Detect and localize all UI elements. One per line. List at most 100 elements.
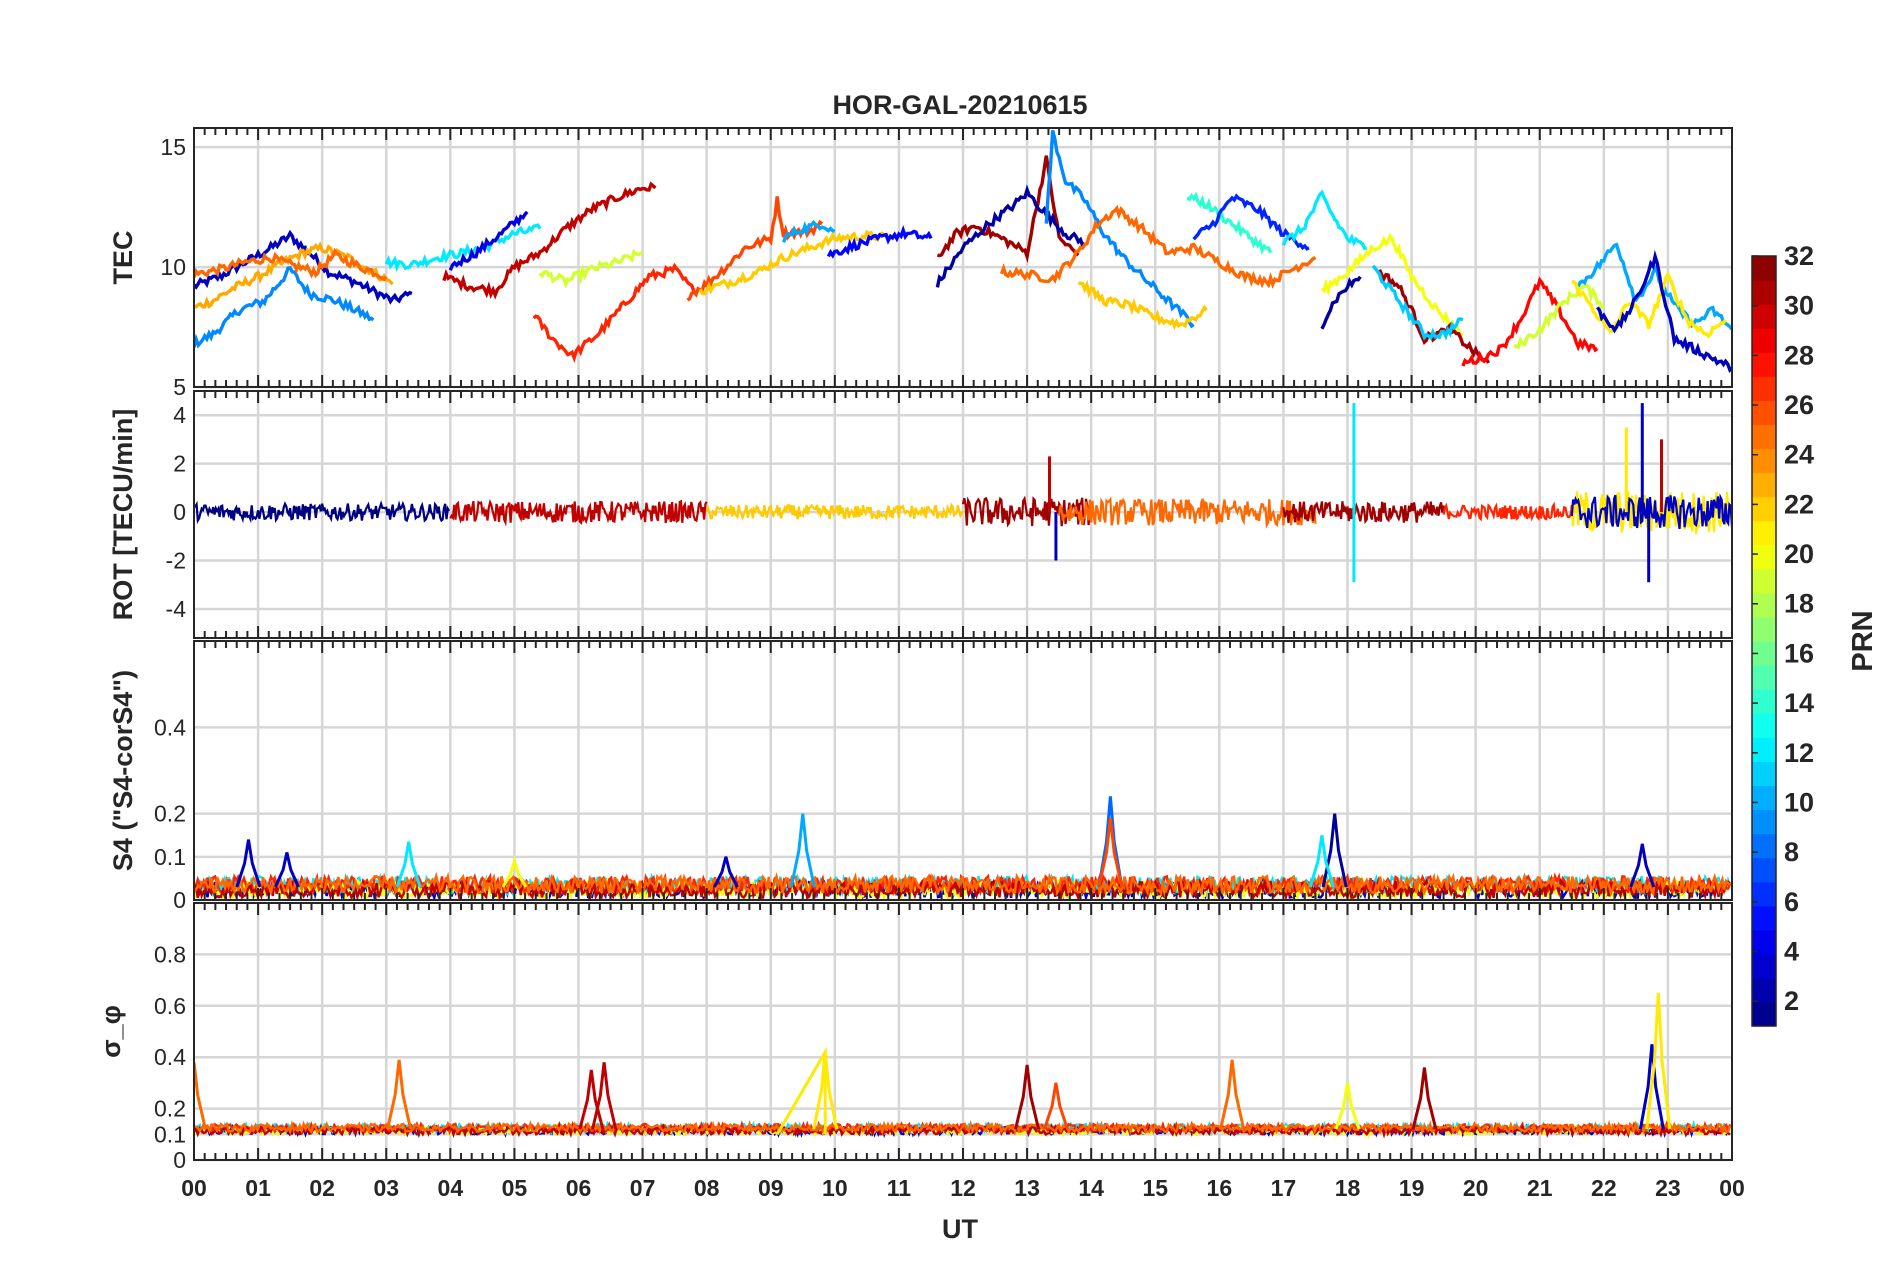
colorbar-swatch — [1752, 424, 1776, 450]
scint-peak — [386, 1059, 413, 1130]
scint-peak — [1629, 843, 1656, 888]
scint-peak — [1097, 817, 1124, 888]
colorbar-tick-label: 18 — [1784, 589, 1814, 619]
x-tick-label: 05 — [502, 1175, 528, 1201]
rot-series-prn-27 — [1442, 501, 1573, 522]
colorbar-tick-label: 6 — [1784, 887, 1799, 917]
colorbar-swatch — [1752, 352, 1776, 377]
tec-series-prn-3 — [1596, 249, 1732, 373]
y-tick-label: 15 — [160, 134, 186, 160]
scint-peak — [1411, 1067, 1438, 1130]
colorbar-tick-label: 22 — [1784, 489, 1814, 519]
y-tick-label: 0.6 — [154, 993, 186, 1019]
tec-series-prn-2 — [935, 184, 1087, 288]
tec-series-prn-30 — [442, 181, 657, 300]
chart-title: HOR-GAL-20210615 — [832, 90, 1087, 120]
panel-1: 5 10 15 TEC — [108, 127, 1733, 400]
colorbar-tick-label: 32 — [1784, 241, 1814, 271]
colorbar-swatch — [1752, 472, 1776, 498]
grid — [194, 641, 1732, 902]
rot-series-prn-3 — [1570, 493, 1732, 530]
colorbar-swatch — [1752, 857, 1776, 883]
x-tick-label: 00 — [1719, 1175, 1745, 1201]
scint-peak — [789, 813, 816, 888]
tec-series-prn-19 — [1513, 283, 1605, 350]
colorbar-swatch — [1752, 953, 1776, 979]
tec-series-prn-5 — [826, 224, 933, 259]
y-axis-label: ROT [TECU/min] — [108, 409, 138, 620]
x-tick-label: 00 — [181, 1175, 207, 1201]
x-tick-label: 02 — [309, 1175, 335, 1201]
colorbar-swatch — [1752, 592, 1776, 618]
x-tick-label: 11 — [887, 1175, 912, 1201]
y-tick-label: 2 — [173, 451, 186, 477]
y-tick-label: -2 — [166, 548, 186, 574]
colorbar-swatch — [1752, 737, 1776, 762]
y-tick-label: 0.4 — [154, 714, 186, 740]
colorbar-swatch — [1752, 256, 1776, 281]
rot-series-prn-25 — [1058, 496, 1317, 529]
scint-peak — [1334, 1082, 1361, 1130]
colorbar-tick-label: 20 — [1784, 539, 1814, 569]
colorbar-tick-label: 24 — [1784, 440, 1814, 470]
scint-peak — [713, 856, 739, 888]
y-axis-label: S4 ("S4-corS4") — [108, 670, 138, 871]
colorbar-tick-label: 16 — [1784, 638, 1814, 668]
colorbar-tick-label: 4 — [1784, 936, 1799, 966]
colorbar-swatch — [1752, 665, 1776, 690]
x-tick-label: 10 — [822, 1175, 848, 1201]
x-tick-label: 12 — [950, 1175, 976, 1201]
tec-series-prn-2 — [1320, 275, 1362, 330]
rot-series-prn-30 — [449, 498, 708, 527]
colorbar-tick-label: 8 — [1784, 837, 1799, 867]
scint-peak — [591, 1062, 618, 1130]
y-tick-label: -4 — [166, 596, 187, 622]
x-tick-label: 03 — [373, 1175, 399, 1201]
colorbar-swatch — [1752, 905, 1776, 931]
colorbar-tick-label: 14 — [1784, 688, 1814, 718]
sigma-phi-series-prn-25 — [194, 1119, 1732, 1136]
colorbar-swatch — [1752, 328, 1776, 353]
rot-series-prn-22 — [705, 502, 964, 522]
x-tick-label: 14 — [1078, 1175, 1104, 1201]
tec-series-prn-22 — [698, 229, 900, 296]
tec-series-prn-9 — [194, 265, 375, 349]
x-tick-label: 20 — [1463, 1175, 1489, 1201]
colorbar-tick-label: 30 — [1784, 291, 1814, 321]
colorbar-swatch — [1752, 568, 1776, 594]
colorbar-frame — [1751, 255, 1777, 1027]
colorbar-tick-label: 28 — [1784, 340, 1814, 370]
x-tick-label: 17 — [1271, 1175, 1297, 1201]
rot-series-prn-31 — [1282, 501, 1445, 525]
series-group — [194, 992, 1732, 1139]
tec-series-prn-20 — [1320, 232, 1464, 337]
tec-series-prn-19 — [538, 248, 644, 289]
x-tick-label: 21 — [1527, 1175, 1553, 1201]
tec-series-prn-10 — [782, 219, 836, 243]
scint-peak — [1219, 1059, 1246, 1130]
colorbar-swatch — [1752, 977, 1776, 1003]
x-tick-label: 16 — [1207, 1175, 1233, 1201]
tec-series-prn-25 — [194, 247, 388, 282]
series-group — [194, 129, 1732, 373]
tec-series-prn-28 — [1461, 276, 1599, 367]
scint-peak — [1321, 813, 1348, 888]
colorbar-swatch — [1752, 520, 1776, 546]
y-tick-label: 4 — [173, 402, 186, 428]
colorbar-swatch — [1752, 616, 1776, 642]
y-tick-label: 0 — [173, 887, 186, 913]
scint-peak — [1308, 835, 1335, 888]
scint-peak — [395, 841, 422, 888]
y-tick-label: 0.4 — [154, 1044, 186, 1070]
colorbar-tick-label: 10 — [1784, 787, 1814, 817]
colorbar-swatch — [1752, 448, 1776, 474]
rot-series-prn-1 — [194, 500, 451, 525]
y-tick-label: 0.1 — [154, 844, 186, 870]
colorbar-swatch — [1752, 809, 1776, 835]
x-tick-label: 09 — [758, 1175, 784, 1201]
tec-series-prn-31 — [936, 155, 1080, 264]
y-axis-label: σ_φ — [96, 1005, 126, 1058]
y-tick-label: 0 — [173, 1147, 186, 1173]
tec-series-prn-21 — [1571, 270, 1727, 339]
